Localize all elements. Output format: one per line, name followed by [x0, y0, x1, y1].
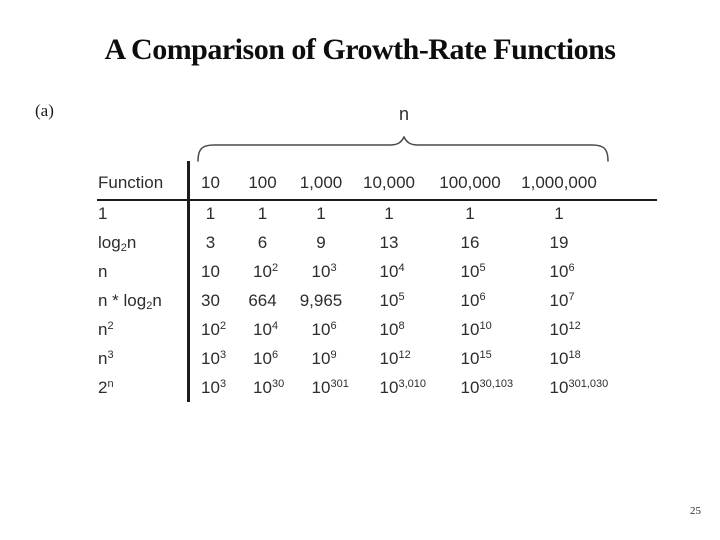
column-header-n-value: 10,000 [363, 173, 415, 192]
slide-title: A Comparison of Growth-Rate Functions [104, 33, 616, 66]
value-cell: 104 [253, 319, 279, 339]
value-cell: 6 [257, 232, 268, 252]
function-row-label: 2n [98, 377, 114, 397]
value-cell: 1010 [460, 319, 492, 339]
table-row: 1 1 1 1 1 1 1 [97, 199, 605, 228]
column-header-n-value: 100,000 [439, 173, 501, 192]
table-row: log2n 3 6 9 13 16 19 [97, 228, 605, 257]
value-cell: 1030,103 [460, 377, 514, 397]
table-row: n 10 102 103 104 105 106 [97, 257, 605, 286]
value-cell: 108 [379, 319, 405, 339]
value-cell: 105 [460, 261, 486, 281]
value-cell: 3 [205, 232, 216, 252]
table-vertical-rule [187, 161, 190, 402]
function-row-label: n3 [98, 348, 114, 368]
table-row: n3 103 106 109 1012 1015 1018 [97, 344, 605, 373]
value-cell: 9,965 [299, 290, 343, 310]
horizontal-brace [197, 136, 609, 162]
value-cell: 1015 [460, 348, 492, 368]
value-cell: 10 [201, 261, 220, 281]
function-row-label: n [98, 261, 108, 281]
value-cell: 10301 [311, 377, 349, 397]
value-cell: 1 [257, 203, 268, 223]
value-cell: 1030 [253, 377, 285, 397]
value-cell: 107 [549, 290, 575, 310]
value-cell: 102 [201, 319, 227, 339]
value-cell: 106 [549, 261, 575, 281]
value-cell: 1 [316, 203, 326, 223]
column-header-n-value: 1,000,000 [521, 173, 597, 192]
value-cell: 102 [253, 261, 279, 281]
table-header-rule [97, 199, 657, 202]
value-cell: 16 [460, 232, 480, 252]
value-cell: 103 [311, 261, 337, 281]
value-cell: 1012 [549, 319, 581, 339]
column-header-function: Function [98, 173, 164, 192]
value-cell: 30 [201, 290, 220, 310]
function-row-label: n * log2n [98, 290, 162, 312]
value-cell: 1 [465, 203, 475, 223]
value-cell: 9 [316, 232, 326, 252]
table-row: n2 102 104 106 108 1010 1012 [97, 315, 605, 344]
value-cell: 103 [201, 348, 227, 368]
page-number: 25 [690, 505, 701, 517]
column-header-n-value: 100 [248, 173, 277, 192]
value-cell: 106 [311, 319, 337, 339]
value-cell: 106 [460, 290, 486, 310]
value-cell: 1 [205, 203, 216, 223]
value-cell: 13 [379, 232, 399, 252]
value-cell: 1018 [549, 348, 581, 368]
value-cell: 106 [253, 348, 279, 368]
column-header-n-value: 10 [201, 173, 220, 192]
value-cell: 1 [384, 203, 394, 223]
value-cell: 105 [379, 290, 405, 310]
function-row-label: 1 [98, 203, 108, 223]
value-cell: 1012 [379, 348, 411, 368]
function-row-label: n2 [98, 319, 114, 339]
figure-label: (a) [35, 101, 54, 120]
value-cell: 104 [379, 261, 405, 281]
growth-rate-table: Function 10 100 1,000 10,000 100,000 1,000,000… [97, 167, 609, 402]
value-cell: 103 [201, 377, 227, 397]
value-cell: 10301,030 [549, 377, 609, 397]
value-cell: 103,010 [379, 377, 426, 397]
value-cell: 109 [311, 348, 337, 368]
table-row: 2n 103 1030 10301 103,010 1030,103 10301,030 [97, 373, 609, 402]
value-cell: 664 [248, 290, 277, 310]
column-header-n-value: 1,000 [299, 173, 343, 192]
value-cell: 1 [554, 203, 564, 223]
value-cell: 19 [549, 232, 569, 252]
function-row-label: log2n [98, 232, 137, 254]
table-row: n * log2n 30 664 9,965 105 106 107 [97, 286, 605, 315]
table-header-row: Function 10 100 1,000 10,000 100,000 1,000,000 [97, 167, 605, 199]
n-group-label: n [398, 104, 409, 124]
